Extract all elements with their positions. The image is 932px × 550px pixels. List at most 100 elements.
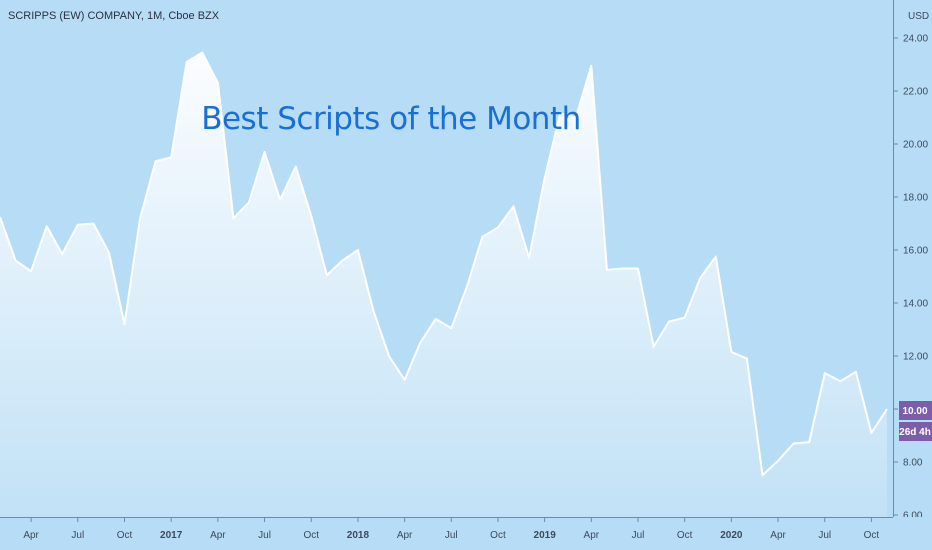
y-tick-label: 20.00 bbox=[903, 140, 928, 151]
data-point[interactable] bbox=[589, 64, 593, 68]
data-point[interactable] bbox=[792, 442, 796, 446]
line-layer bbox=[0, 51, 889, 477]
data-point[interactable] bbox=[403, 378, 407, 382]
price-area-fill bbox=[0, 52, 887, 517]
data-point[interactable] bbox=[418, 341, 422, 345]
data-point[interactable] bbox=[14, 259, 18, 263]
data-point[interactable] bbox=[496, 226, 500, 230]
data-point[interactable] bbox=[729, 350, 733, 354]
data-point[interactable] bbox=[667, 320, 671, 324]
data-point[interactable] bbox=[60, 252, 64, 256]
x-tick-label: 2020 bbox=[720, 530, 743, 541]
price-axis-panel[interactable] bbox=[893, 0, 932, 550]
data-point[interactable] bbox=[278, 198, 282, 202]
y-tick-label: 12.00 bbox=[903, 352, 928, 363]
data-point[interactable] bbox=[527, 256, 531, 260]
data-point[interactable] bbox=[605, 268, 609, 272]
price-badges: 10.00 26d 4h bbox=[899, 401, 932, 441]
time-axis-panel[interactable] bbox=[0, 517, 932, 550]
data-point[interactable] bbox=[154, 159, 158, 163]
data-point[interactable] bbox=[885, 407, 889, 411]
y-tick-label: 14.00 bbox=[903, 299, 928, 310]
countdown-badge bbox=[899, 422, 932, 441]
data-point[interactable] bbox=[91, 222, 95, 226]
data-point[interactable] bbox=[294, 165, 298, 169]
y-tick-label: 8.00 bbox=[903, 458, 923, 469]
y-tick-label: 22.00 bbox=[903, 87, 928, 98]
last-price-value: 10.00 bbox=[902, 406, 927, 417]
data-point[interactable] bbox=[200, 51, 204, 55]
data-point[interactable] bbox=[387, 354, 391, 358]
data-point[interactable] bbox=[636, 267, 640, 271]
x-tick-label: Jul bbox=[71, 530, 84, 541]
data-point[interactable] bbox=[869, 431, 873, 435]
data-point[interactable] bbox=[745, 357, 749, 361]
last-price-badge bbox=[899, 401, 932, 420]
y-tick-label: 18.00 bbox=[903, 193, 928, 204]
data-point[interactable] bbox=[45, 224, 49, 228]
x-tick-label: Apr bbox=[584, 530, 600, 541]
area-layer bbox=[0, 52, 887, 517]
data-point[interactable] bbox=[449, 326, 453, 330]
y-tick-label: 6.00 bbox=[903, 511, 923, 522]
data-point[interactable] bbox=[512, 204, 516, 208]
x-tick-label: Oct bbox=[117, 530, 133, 541]
data-point[interactable] bbox=[138, 216, 142, 220]
x-tick-label: 2019 bbox=[534, 530, 557, 541]
x-tick-label: Oct bbox=[677, 530, 693, 541]
x-tick-label: Oct bbox=[864, 530, 880, 541]
data-point[interactable] bbox=[652, 345, 656, 349]
data-point[interactable] bbox=[465, 285, 469, 289]
data-point[interactable] bbox=[776, 459, 780, 463]
x-tick-label: Apr bbox=[397, 530, 413, 541]
data-point[interactable] bbox=[854, 370, 858, 374]
data-point[interactable] bbox=[185, 60, 189, 64]
data-point[interactable] bbox=[714, 255, 718, 259]
x-tick-label: Jul bbox=[445, 530, 458, 541]
x-tick-label: Jul bbox=[632, 530, 645, 541]
x-tick-label: Jul bbox=[818, 530, 831, 541]
data-point[interactable] bbox=[356, 248, 360, 252]
data-point[interactable] bbox=[838, 379, 842, 383]
data-point[interactable] bbox=[29, 269, 33, 273]
data-point[interactable] bbox=[761, 473, 765, 477]
data-point[interactable] bbox=[309, 214, 313, 218]
data-point[interactable] bbox=[216, 81, 220, 85]
data-point[interactable] bbox=[807, 440, 811, 444]
data-point[interactable] bbox=[123, 322, 127, 326]
time-axis[interactable]: Apr Jul Oct 2017 Apr Jul Oct 2018 Apr Jul Oct 2019 A… bbox=[23, 517, 879, 541]
data-point[interactable] bbox=[169, 155, 173, 159]
data-point[interactable] bbox=[621, 267, 625, 271]
bar-countdown: 26d 4h bbox=[899, 427, 931, 438]
data-point[interactable] bbox=[231, 216, 235, 220]
x-tick-label: 2017 bbox=[160, 530, 183, 541]
data-point[interactable] bbox=[340, 259, 344, 263]
x-tick-label: Apr bbox=[210, 530, 226, 541]
data-point[interactable] bbox=[698, 276, 702, 280]
y-tick-label: 16.00 bbox=[903, 246, 928, 257]
price-line[interactable] bbox=[0, 51, 888, 477]
x-tick-label: Jul bbox=[258, 530, 271, 541]
data-point[interactable] bbox=[823, 371, 827, 375]
promo-title: Best Scripts of the Month bbox=[201, 101, 581, 137]
data-point[interactable] bbox=[247, 200, 251, 204]
data-point[interactable] bbox=[325, 273, 329, 277]
y-tick-label: 24.00 bbox=[903, 34, 928, 45]
x-tick-label: Apr bbox=[770, 530, 786, 541]
x-tick-label: Oct bbox=[303, 530, 319, 541]
data-point[interactable] bbox=[543, 177, 547, 181]
data-point[interactable] bbox=[76, 223, 80, 227]
currency-label: USD bbox=[908, 11, 929, 22]
data-point[interactable] bbox=[480, 235, 484, 239]
x-tick-label: 2018 bbox=[347, 530, 370, 541]
data-point[interactable] bbox=[434, 317, 438, 321]
x-tick-label: Oct bbox=[490, 530, 506, 541]
data-point[interactable] bbox=[107, 251, 111, 255]
data-point[interactable] bbox=[372, 309, 376, 313]
symbol-label: SCRIPPS (EW) COMPANY, 1M, Cboe BZX bbox=[8, 10, 220, 22]
data-point[interactable] bbox=[263, 150, 267, 154]
x-tick-label: Apr bbox=[23, 530, 39, 541]
data-point[interactable] bbox=[683, 316, 687, 320]
